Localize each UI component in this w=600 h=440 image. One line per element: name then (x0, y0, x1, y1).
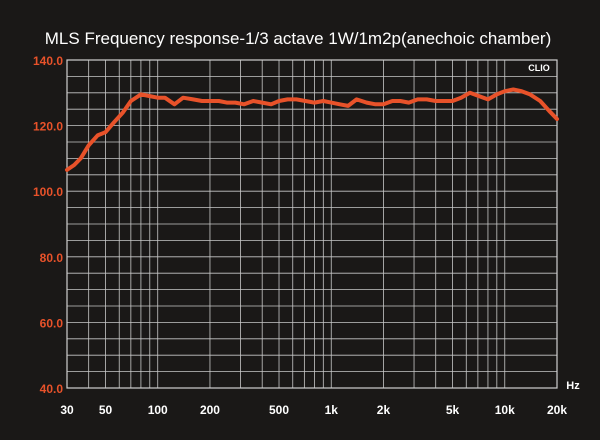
plot-border (66, 59, 558, 389)
y-tick-label: 80.0 (40, 251, 64, 265)
y-tick-label: 140.0 (33, 54, 63, 68)
x-tick-label: 20k (547, 403, 567, 417)
y-tick-label: 120.0 (33, 120, 63, 134)
x-tick-label: 2k (377, 403, 391, 417)
x-tick-label: 1k (325, 403, 339, 417)
y-tick-label: 40.0 (40, 382, 64, 396)
clio-watermark: CLIO (528, 63, 550, 73)
x-tick-label: 500 (269, 403, 289, 417)
y-tick-labels: 140.0 120.0 100.0 80.0 60.0 40.0 (33, 54, 63, 396)
x-axis-unit-label: Hz (566, 380, 580, 392)
x-tick-label: 50 (99, 403, 113, 417)
grid (67, 60, 557, 388)
x-tick-labels: 30 50 100 200 500 1k 2k 5k 10k 20k (60, 403, 567, 417)
frequency-response-line (65, 87, 559, 172)
x-tick-label: 200 (200, 403, 220, 417)
y-tick-label: 60.0 (40, 316, 64, 330)
series-layer (65, 87, 559, 172)
y-tick-label: 100.0 (33, 185, 63, 199)
x-tick-label: 10k (495, 403, 515, 417)
x-tick-label: 30 (60, 403, 74, 417)
x-tick-label: 100 (148, 403, 168, 417)
x-tick-label: 5k (446, 403, 460, 417)
chart-title: MLS Frequency response-1/3 actave 1W/1m2… (45, 29, 551, 48)
